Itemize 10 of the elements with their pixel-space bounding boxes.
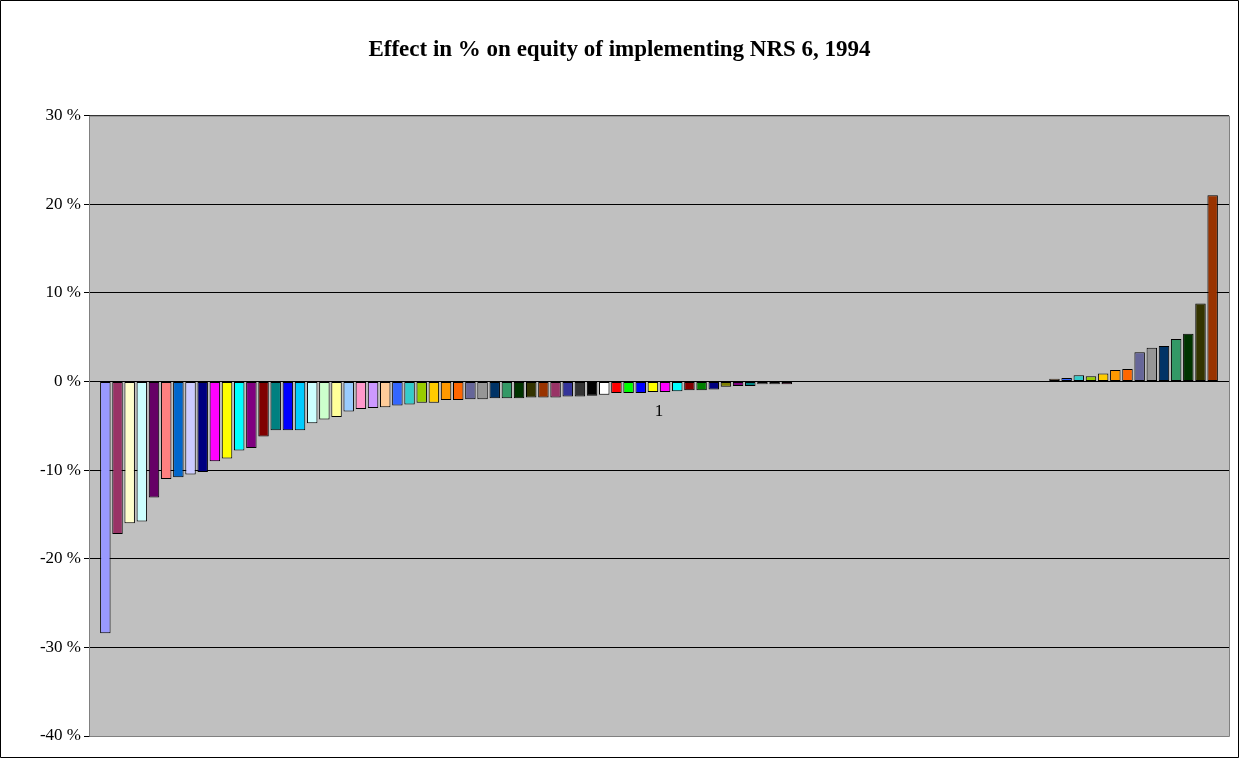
y-tick-label: -40 % [39, 725, 81, 745]
y-tick-label: -30 % [39, 636, 81, 656]
x-tick-label: 1 [654, 401, 664, 421]
y-tick-label: 0 % [54, 370, 81, 390]
y-tick-label: 20 % [45, 193, 81, 213]
y-tick-label: 30 % [45, 105, 81, 125]
y-tick-label: 10 % [45, 282, 81, 302]
y-tick-label: -20 % [39, 548, 81, 568]
y-tick-label: -10 % [39, 459, 81, 479]
chart-title: Effect in % on equity of implementing NRS 6, 1994 [368, 35, 872, 61]
